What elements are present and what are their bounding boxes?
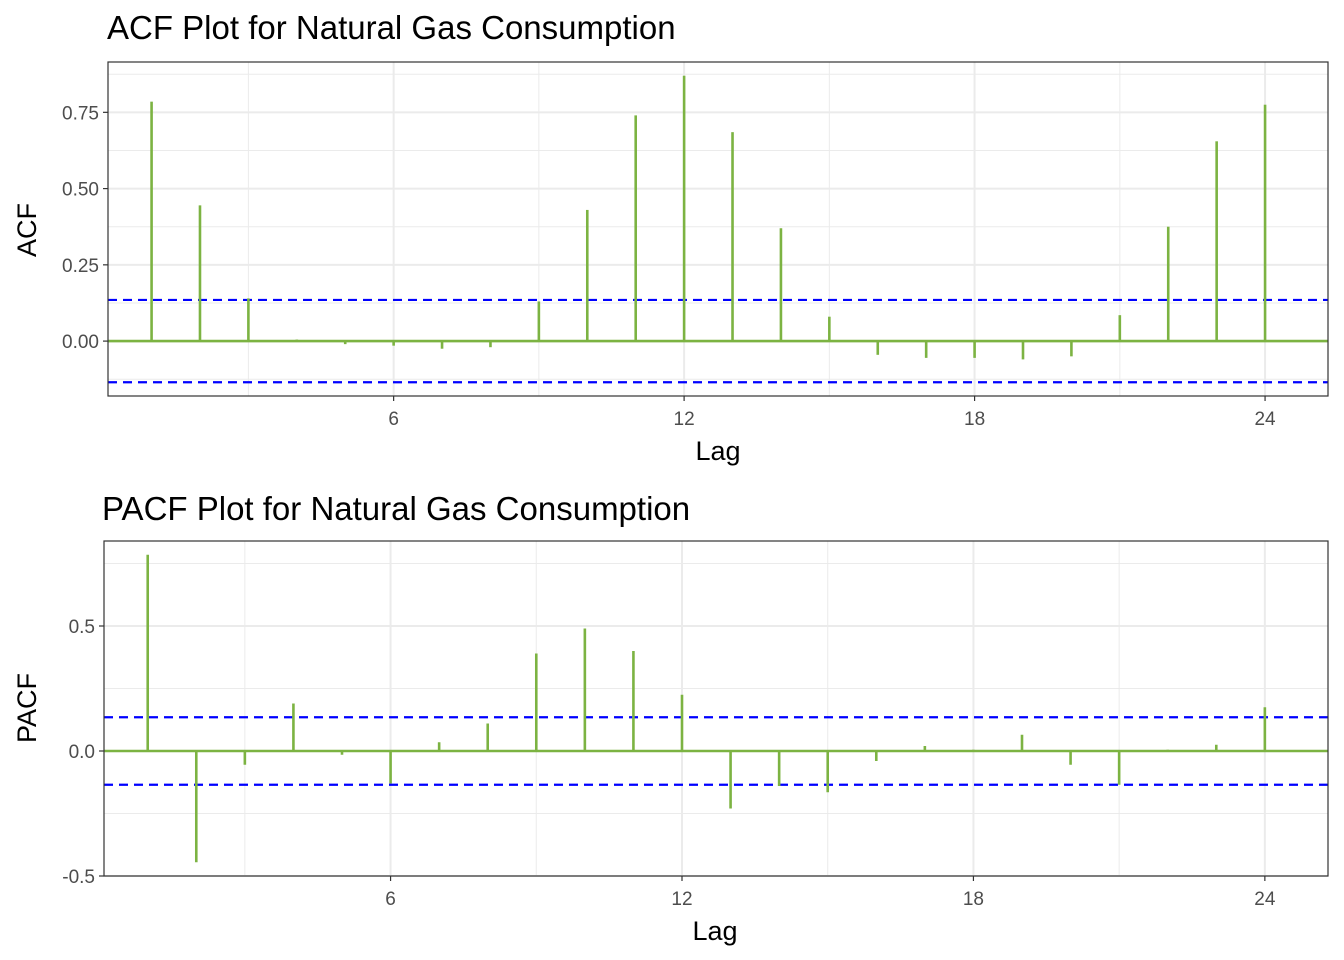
pacf-y-axis-title: PACF xyxy=(12,673,42,743)
pacf-bar-lag-23 xyxy=(1214,744,1218,751)
acf-bar-lag-5 xyxy=(343,341,347,345)
acf-bar-lag-12 xyxy=(682,75,686,342)
acf-y-tick-label: 0.00 xyxy=(62,332,99,353)
pacf-bar-lag-3 xyxy=(243,751,247,765)
acf-bar-lag-13 xyxy=(731,132,734,342)
acf-bar-lag-6 xyxy=(392,341,395,346)
acf-y-tick-label: 0.50 xyxy=(62,180,99,201)
acf-bar-lag-3 xyxy=(247,298,250,342)
acf-bar-lag-1 xyxy=(150,101,153,342)
acf-bar-lag-21 xyxy=(1118,315,1122,342)
pacf-bar-lag-20 xyxy=(1069,751,1072,765)
pacf-bar-lag-14 xyxy=(777,751,781,786)
pacf-x-tick-label: 6 xyxy=(385,889,396,910)
acf-bar-lag-7 xyxy=(440,341,444,349)
pacf-y-tick-label: 0.0 xyxy=(69,742,95,763)
pacf-bar-lag-19 xyxy=(1020,734,1024,751)
pacf-bar-lag-9 xyxy=(534,653,538,751)
pacf-y-tick-label: 0.5 xyxy=(69,617,95,638)
pacf-bar-lag-10 xyxy=(583,628,587,751)
acf-y-tick-label: 0.25 xyxy=(62,256,99,277)
acf-x-tick-label: 6 xyxy=(388,409,399,430)
acf-bar-lag-15 xyxy=(828,316,831,342)
acf-x-tick-label: 12 xyxy=(674,409,695,430)
pacf-bar-lag-5 xyxy=(340,751,344,755)
pacf-panel-background xyxy=(104,541,1328,876)
pacf-x-tick-label: 18 xyxy=(963,889,984,910)
acf-x-axis-title: Lag xyxy=(695,436,740,466)
pacf-x-tick-label: 24 xyxy=(1254,889,1276,910)
acf-panel-border xyxy=(107,61,1329,397)
pacf-panel: PACF Plot for Natural Gas Consumption La… xyxy=(12,490,1329,946)
pacf-bar-lag-12 xyxy=(680,694,684,751)
pacf-x-tick-label: 12 xyxy=(671,889,692,910)
pacf-y-tick-label: -0.5 xyxy=(62,867,95,888)
acf-x-tick-label: 18 xyxy=(964,409,985,430)
acf-bar-lag-24 xyxy=(1263,104,1267,342)
acf-bar-lag-9 xyxy=(537,301,541,342)
acf-panel: ACF Plot for Natural Gas Consumption Lag… xyxy=(12,9,1329,466)
acf-bar-lag-11 xyxy=(634,115,637,342)
pacf-bar-lag-7 xyxy=(437,742,441,751)
acf-bar-lag-17 xyxy=(924,341,928,358)
acf-title: ACF Plot for Natural Gas Consumption xyxy=(107,9,676,46)
acf-bar-lag-2 xyxy=(198,205,202,342)
pacf-bar-lag-6 xyxy=(389,751,392,784)
pacf-bar-lag-17 xyxy=(923,746,927,751)
pacf-panel-border xyxy=(103,540,1329,877)
pacf-bar-lag-24 xyxy=(1263,707,1267,751)
acf-bar-lag-19 xyxy=(1021,341,1025,360)
pacf-bar-lag-2 xyxy=(194,751,198,863)
pacf-bar-lag-1 xyxy=(146,554,150,751)
pacf-bar-lag-4 xyxy=(292,703,295,751)
acf-bar-lag-23 xyxy=(1215,141,1218,342)
pacf-x-axis-title: Lag xyxy=(692,916,737,946)
pacf-bar-lag-8 xyxy=(486,723,490,751)
pacf-bar-lag-11 xyxy=(632,651,635,751)
acf-y-tick-label: 0.75 xyxy=(62,103,99,124)
acf-bar-lag-8 xyxy=(489,341,492,348)
acf-bar-lag-10 xyxy=(585,209,589,342)
acf-bar-lag-20 xyxy=(1070,341,1073,357)
acf-x-tick-label: 24 xyxy=(1254,409,1276,430)
acf-y-axis-title: ACF xyxy=(12,203,42,257)
pacf-bar-lag-21 xyxy=(1117,751,1121,785)
pacf-bar-lag-16 xyxy=(874,751,878,761)
pacf-title: PACF Plot for Natural Gas Consumption xyxy=(102,490,690,527)
acf-bar-lag-14 xyxy=(779,228,783,342)
acf-bar-lag-22 xyxy=(1166,226,1170,342)
acf-bar-lag-18 xyxy=(973,341,976,358)
acf-bar-lag-16 xyxy=(876,341,880,355)
pacf-bar-lag-15 xyxy=(826,751,830,793)
pacf-bar-lag-13 xyxy=(729,751,732,809)
